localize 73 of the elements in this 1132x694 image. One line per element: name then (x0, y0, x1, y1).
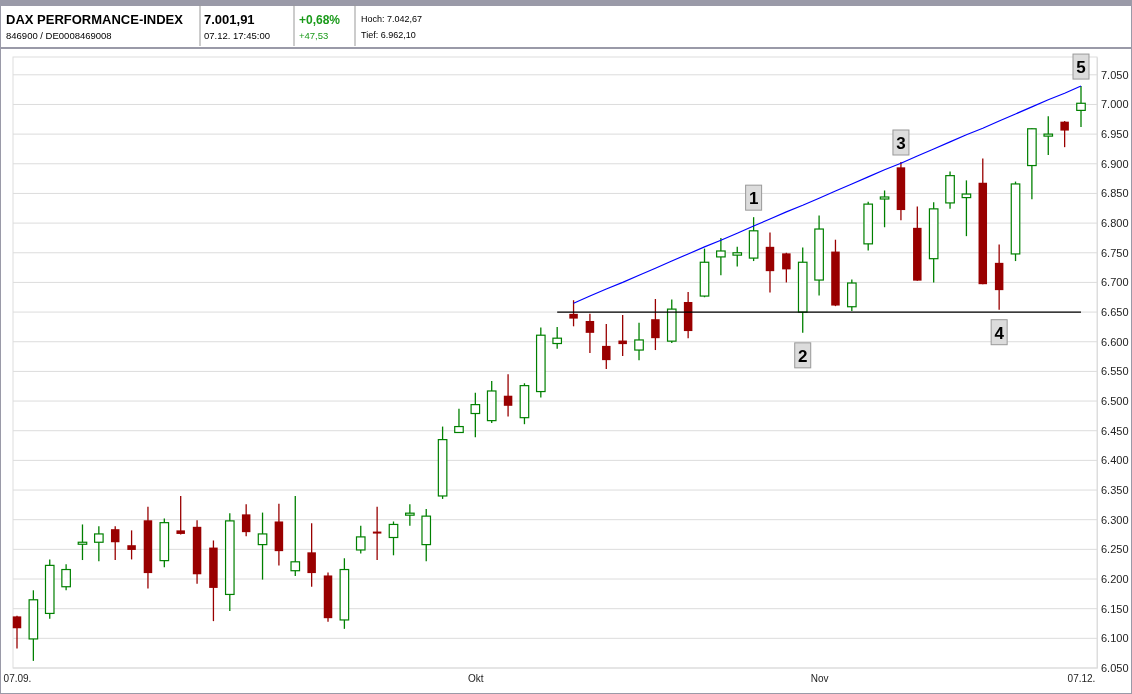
candlestick (1060, 120, 1069, 148)
y-tick-label: 6.950 (1101, 128, 1129, 141)
text: Hoch: 7.042,67 (361, 14, 423, 24)
text: +47,53 (299, 30, 329, 41)
y-tick-label: 6.800 (1101, 217, 1129, 230)
candlestick (127, 529, 136, 561)
candlestick (454, 408, 464, 434)
text: 07.12. 17:45:00 (204, 30, 271, 41)
y-tick-label: 6.700 (1101, 276, 1129, 289)
candlestick (634, 322, 644, 361)
x-tick-label: 07.12. (1067, 673, 1096, 685)
annotation: 3 (896, 134, 906, 153)
candlestick (61, 563, 71, 591)
y-tick-label: 6.250 (1101, 543, 1129, 556)
candlestick (307, 522, 316, 588)
candlestick (12, 615, 22, 650)
candlestick (961, 179, 972, 237)
annotation: 4 (994, 323, 1005, 343)
y-tick-label: 6.900 (1101, 157, 1129, 170)
candlestick (388, 520, 399, 556)
candlestick (602, 323, 611, 370)
candlestick (355, 524, 366, 555)
y-tick-label: 6.200 (1101, 573, 1129, 586)
candlestick (176, 495, 185, 536)
candlestick (241, 503, 251, 537)
candlestick (1076, 85, 1086, 128)
candlestick (94, 525, 104, 562)
candlestick (879, 189, 890, 228)
y-tick-label: 6.500 (1101, 395, 1129, 408)
text: 7.001,91 (204, 12, 255, 27)
x-tick-label: Okt (468, 673, 484, 685)
candlestick (77, 523, 88, 561)
annotation: 5 (1076, 58, 1086, 78)
candlestick (732, 246, 743, 268)
text: +0,68% (299, 13, 341, 27)
y-tick-label: 6.850 (1101, 187, 1129, 200)
y-tick-label: 6.600 (1101, 335, 1129, 348)
candlestick (782, 252, 791, 284)
y-tick-label: 6.050 (1101, 662, 1129, 675)
candlestick (569, 299, 578, 327)
y-tick-label: 6.150 (1101, 602, 1129, 615)
chart-title: DAX PERFORMANCE-INDEX (6, 12, 184, 27)
annotation: 2 (797, 346, 808, 366)
candlestick (618, 314, 627, 357)
text: Tief: 6.962,10 (361, 30, 416, 40)
y-tick-label: 6.550 (1101, 365, 1129, 378)
y-tick-label: 6.400 (1101, 454, 1129, 467)
x-tick-label: 07.09. (3, 673, 32, 685)
y-tick-label: 6.450 (1101, 424, 1129, 437)
y-tick-label: 7.000 (1101, 98, 1129, 111)
y-tick-label: 6.100 (1101, 632, 1129, 645)
y-tick-label: 6.350 (1101, 484, 1129, 497)
candlestick (372, 506, 382, 561)
candlestick (1043, 115, 1054, 156)
y-tick-label: 6.300 (1101, 513, 1129, 526)
candlestick (651, 298, 660, 351)
chart-subtitle: 846900 / DE0008469008 (6, 30, 112, 41)
y-tick-label: 6.650 (1101, 306, 1129, 319)
candlestick (503, 373, 513, 418)
candlestick (290, 495, 301, 577)
candlestick (470, 392, 481, 438)
candlestick (257, 511, 268, 581)
y-tick-label: 7.050 (1101, 68, 1129, 81)
line-series (572, 85, 1082, 304)
y-tick-label: 6.750 (1101, 246, 1129, 259)
candlestick (552, 326, 563, 350)
x-tick-label: Nov (810, 673, 829, 685)
candlestick (585, 313, 595, 354)
candlestick (716, 237, 726, 276)
candlestick (405, 503, 415, 527)
candlestick (110, 525, 120, 561)
candlestick (846, 278, 857, 312)
annotation: 1 (748, 189, 759, 209)
